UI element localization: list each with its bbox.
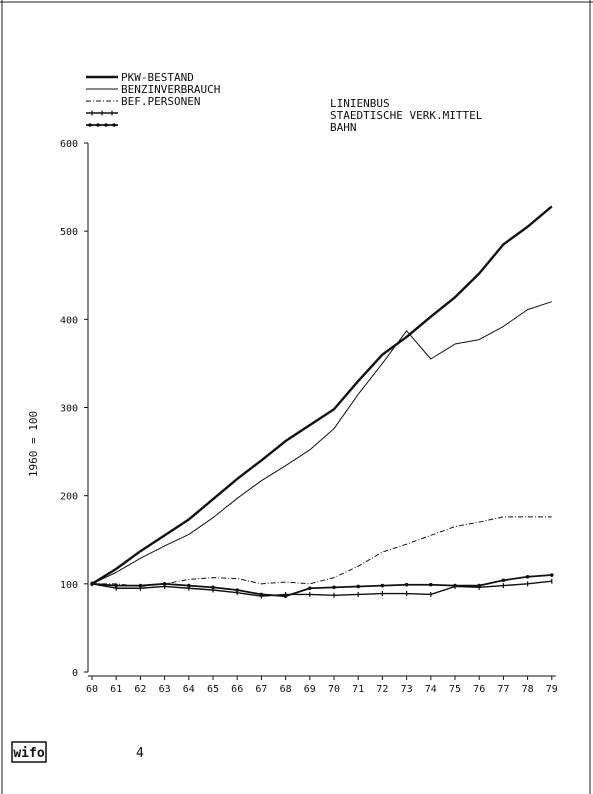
series-point-5 [90, 582, 94, 586]
series-point-5 [501, 578, 506, 583]
wifo-logo: wifo [11, 741, 47, 763]
legend-swatch-marker [88, 123, 92, 127]
y-tick-label: 300 [60, 404, 78, 415]
legend-swatch-marker [112, 123, 116, 127]
legend-label-4: LINIENBUS [330, 97, 390, 110]
x-tick-label: 72 [376, 684, 388, 695]
series-line-3 [92, 516, 552, 587]
page-number: 4 [136, 746, 144, 761]
x-tick-label: 74 [425, 684, 437, 695]
series-point-5 [380, 583, 385, 588]
series-point-5 [477, 583, 482, 588]
x-tick-label: 77 [497, 684, 509, 695]
x-tick-label: 76 [473, 684, 485, 695]
x-tick-label: 78 [522, 684, 534, 695]
series-point-5 [138, 583, 143, 588]
svg-text:wifo: wifo [13, 746, 44, 761]
x-tick-label: 66 [231, 684, 243, 695]
series-point-5 [162, 582, 167, 586]
series-point-5 [356, 584, 361, 589]
x-tick-label: 65 [207, 684, 219, 695]
chart-series-group [90, 205, 554, 599]
legend-label-1: PKW-BESTAND [121, 71, 194, 84]
x-tick-label: 79 [546, 684, 558, 695]
series-point-5 [114, 583, 118, 588]
series-line-2 [91, 301, 552, 585]
x-tick-label: 60 [86, 684, 98, 695]
y-tick-label: 600 [60, 139, 78, 150]
x-tick-label: 63 [159, 684, 171, 695]
series-point-5 [550, 573, 554, 577]
x-tick-label: 64 [183, 684, 195, 695]
y-tick-label: 500 [60, 227, 78, 238]
series-point-5 [404, 582, 409, 587]
y-tick-label: 0 [72, 668, 78, 679]
series-point-5 [453, 583, 457, 588]
legend-label-3: BEF.PERSONEN [121, 95, 200, 108]
x-tick-label: 69 [304, 684, 316, 695]
y-tick-label: 400 [60, 315, 78, 326]
series-line-4 [91, 580, 552, 597]
series-point-5 [211, 585, 215, 590]
x-tick-label: 61 [110, 684, 122, 695]
x-tick-label: 67 [255, 684, 267, 695]
series-point-5 [332, 585, 336, 590]
x-tick-label: 75 [449, 684, 461, 695]
y-axis-label: 1960 = 100 [27, 411, 40, 477]
series-point-5 [187, 583, 191, 588]
chart-axes: 0 100 200 300 400 500 600 60 61 62 63 64 65 66 67 68 69 7… [60, 139, 558, 695]
series-line-1 [91, 205, 553, 585]
x-tick-label: 70 [328, 684, 340, 695]
legend-swatch-marker [104, 123, 108, 127]
legend-label-5: STAEDTISCHE VERK.MITTEL [330, 109, 483, 122]
legend-swatch-marker [96, 123, 100, 127]
x-tick-label: 73 [401, 684, 413, 695]
series-point-5 [283, 594, 288, 598]
x-tick-label: 68 [280, 684, 292, 695]
x-tick-label: 71 [352, 684, 364, 695]
legend-label-extra: BAHN [330, 121, 357, 134]
y-tick-label: 100 [60, 580, 78, 591]
series-point-5 [308, 586, 312, 591]
series-line-5 [91, 574, 552, 598]
series-point-5 [525, 574, 530, 579]
series-point-5 [429, 582, 433, 587]
legend-label-2: BENZINVERBRAUCH [121, 83, 220, 96]
series-point-5 [235, 588, 239, 592]
x-tick-label: 62 [134, 684, 146, 695]
series-point-5 [259, 592, 264, 597]
y-tick-label: 200 [60, 492, 78, 503]
